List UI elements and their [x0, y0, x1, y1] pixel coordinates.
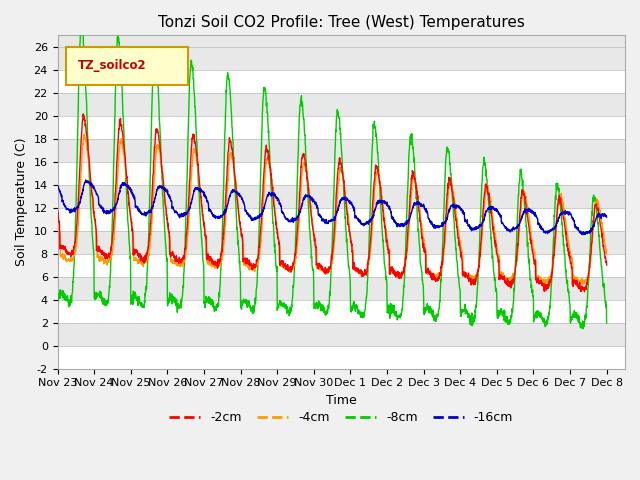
- Text: TZ_soilco2: TZ_soilco2: [77, 60, 146, 72]
- Bar: [58, 139, 625, 162]
- Bar: [58, 323, 625, 346]
- FancyBboxPatch shape: [66, 47, 188, 85]
- Bar: [58, 253, 625, 276]
- Bar: [58, 276, 625, 300]
- Bar: [58, 346, 625, 369]
- Bar: [58, 116, 625, 139]
- Bar: [58, 93, 625, 116]
- Bar: [58, 47, 625, 70]
- Bar: [58, 162, 625, 185]
- X-axis label: Time: Time: [326, 394, 356, 407]
- Bar: [58, 231, 625, 253]
- Legend: -2cm, -4cm, -8cm, -16cm: -2cm, -4cm, -8cm, -16cm: [164, 406, 518, 429]
- Y-axis label: Soil Temperature (C): Soil Temperature (C): [15, 138, 28, 266]
- Bar: [58, 300, 625, 323]
- Bar: [58, 185, 625, 208]
- Bar: [58, 208, 625, 231]
- Bar: [58, 70, 625, 93]
- Title: Tonzi Soil CO2 Profile: Tree (West) Temperatures: Tonzi Soil CO2 Profile: Tree (West) Temp…: [158, 15, 525, 30]
